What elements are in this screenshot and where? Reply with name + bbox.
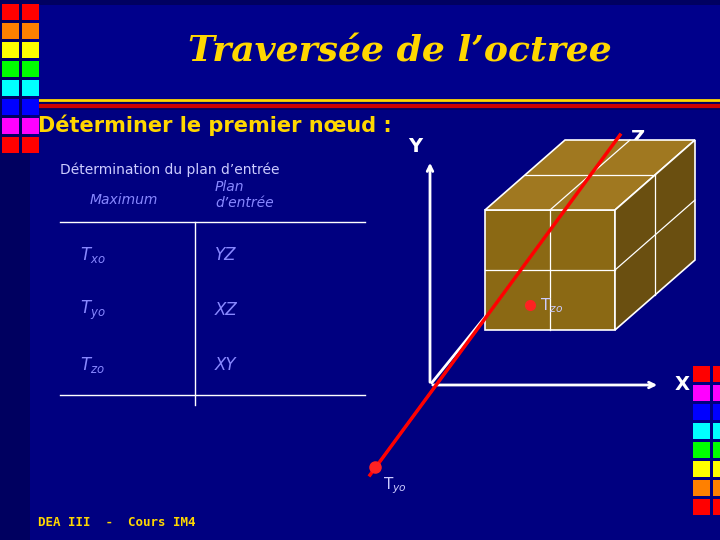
Bar: [713, 423, 720, 439]
Bar: [693, 385, 710, 401]
Bar: [22, 42, 39, 58]
Bar: [713, 499, 720, 515]
Text: T$_{xo}$: T$_{xo}$: [80, 245, 106, 265]
Bar: [693, 461, 710, 477]
Text: DEA III  -  Cours IM4: DEA III - Cours IM4: [38, 516, 196, 529]
Bar: [22, 61, 39, 77]
Bar: [693, 480, 710, 496]
Bar: [2, 61, 19, 77]
Bar: [693, 404, 710, 420]
Bar: [713, 461, 720, 477]
Bar: [2, 137, 19, 153]
Bar: [693, 499, 710, 515]
Text: Traversée de l’octree: Traversée de l’octree: [188, 34, 612, 68]
Bar: [713, 404, 720, 420]
Text: Plan
d’entrée: Plan d’entrée: [215, 180, 274, 210]
Text: T$_{yo}$: T$_{yo}$: [80, 299, 106, 322]
Bar: [713, 480, 720, 496]
Bar: [22, 80, 39, 96]
Text: Maximum: Maximum: [90, 193, 158, 207]
Bar: [693, 423, 710, 439]
Text: X: X: [675, 375, 690, 395]
Text: Déterminer le premier nœud :: Déterminer le premier nœud :: [38, 114, 392, 136]
Text: Détermination du plan d’entrée: Détermination du plan d’entrée: [60, 163, 279, 177]
Bar: [22, 4, 39, 20]
Bar: [713, 442, 720, 458]
Bar: [22, 23, 39, 39]
Bar: [30, 110, 720, 540]
Bar: [693, 442, 710, 458]
Bar: [2, 4, 19, 20]
Text: T$_{yo}$: T$_{yo}$: [383, 475, 407, 496]
Bar: [22, 99, 39, 115]
Polygon shape: [485, 210, 615, 330]
Bar: [713, 385, 720, 401]
Text: T$_{zo}$: T$_{zo}$: [80, 355, 105, 375]
Bar: [2, 99, 19, 115]
Bar: [22, 118, 39, 134]
Bar: [693, 366, 710, 382]
Bar: [2, 23, 19, 39]
Polygon shape: [615, 140, 695, 330]
Bar: [2, 80, 19, 96]
Bar: [713, 366, 720, 382]
Bar: [22, 137, 39, 153]
Text: XY: XY: [215, 356, 236, 374]
Polygon shape: [485, 140, 695, 210]
Text: XZ: XZ: [215, 301, 238, 319]
Bar: [2, 118, 19, 134]
Text: Z: Z: [630, 129, 644, 147]
Bar: [2, 42, 19, 58]
Text: YZ: YZ: [215, 246, 236, 264]
Bar: [30, 5, 720, 100]
Text: T$_{zo}$: T$_{zo}$: [540, 296, 563, 315]
Text: Y: Y: [408, 138, 422, 157]
